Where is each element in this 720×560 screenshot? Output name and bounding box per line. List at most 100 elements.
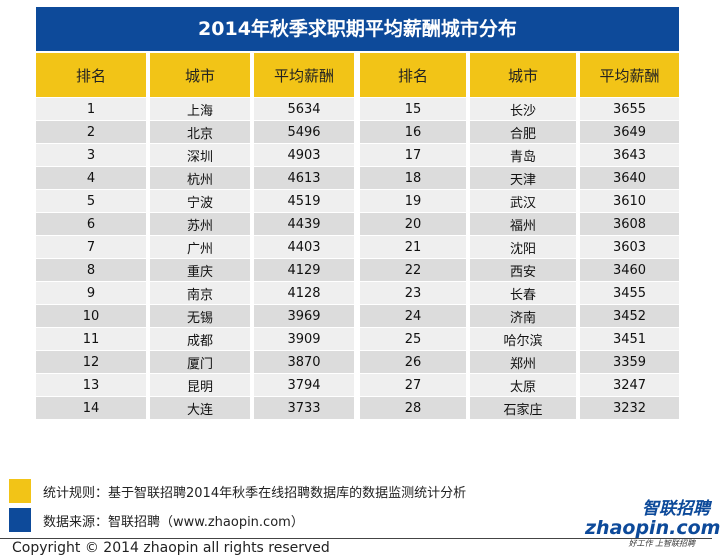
copyright: Copyright © 2014 zhaopin all rights rese… (12, 540, 330, 556)
cell-rank: 4 (36, 166, 150, 189)
cell-salary: 3452 (580, 304, 679, 327)
cell-rank: 24 (360, 304, 470, 327)
cell-city: 长沙 (470, 97, 580, 120)
cell-rank: 9 (36, 281, 150, 304)
cell-rank: 14 (36, 396, 150, 419)
legend-rule-text: 统计规则：基于智联招聘2014年秋季在线招聘数据库的数据监测统计分析 (43, 485, 467, 501)
table-row: 10 无锡 3969 24 济南 3452 (36, 304, 679, 327)
cell-city: 成都 (150, 327, 254, 350)
table-row: 4 杭州 4613 18 天津 3640 (36, 166, 679, 189)
divider (0, 538, 712, 539)
cell-city: 厦门 (150, 350, 254, 373)
table-row: 11 成都 3909 25 哈尔滨 3451 (36, 327, 679, 350)
cell-city: 杭州 (150, 166, 254, 189)
cell-city: 北京 (150, 120, 254, 143)
cell-salary: 3655 (580, 97, 679, 120)
cell-city: 天津 (470, 166, 580, 189)
table-row: 6 苏州 4439 20 福州 3608 (36, 212, 679, 235)
cell-salary: 5634 (254, 97, 360, 120)
cell-rank: 3 (36, 143, 150, 166)
cell-rank: 16 (360, 120, 470, 143)
cell-salary: 3733 (254, 396, 360, 419)
cell-salary: 4903 (254, 143, 360, 166)
cell-salary: 3359 (580, 350, 679, 373)
cell-rank: 22 (360, 258, 470, 281)
cell-rank: 23 (360, 281, 470, 304)
yellow-swatch (9, 479, 31, 503)
table-row: 13 昆明 3794 27 太原 3247 (36, 373, 679, 396)
cell-rank: 12 (36, 350, 150, 373)
cell-city: 广州 (150, 235, 254, 258)
cell-rank: 6 (36, 212, 150, 235)
cell-salary: 3794 (254, 373, 360, 396)
cell-rank: 20 (360, 212, 470, 235)
cell-city: 石家庄 (470, 396, 580, 419)
cell-rank: 21 (360, 235, 470, 258)
cell-salary: 3649 (580, 120, 679, 143)
cell-rank: 15 (360, 97, 470, 120)
cell-city: 福州 (470, 212, 580, 235)
cell-city: 大连 (150, 396, 254, 419)
cell-salary: 3643 (580, 143, 679, 166)
header-rank: 排名 (36, 53, 150, 97)
logo-slogan: 好工作 上智联招聘 (628, 539, 695, 548)
cell-city: 宁波 (150, 189, 254, 212)
cell-city: 重庆 (150, 258, 254, 281)
salary-table: 排名 城市 平均薪酬 排名 城市 平均薪酬 1 上海 5634 15 长沙 3655 2 北京… (36, 53, 679, 419)
cell-salary: 4129 (254, 258, 360, 281)
table-row: 3 深圳 4903 17 青岛 3643 (36, 143, 679, 166)
cell-salary: 4403 (254, 235, 360, 258)
cell-salary: 3969 (254, 304, 360, 327)
cell-city: 青岛 (470, 143, 580, 166)
cell-city: 长春 (470, 281, 580, 304)
legend-rule: 统计规则：基于智联招聘2014年秋季在线招聘数据库的数据监测统计分析 (9, 479, 466, 503)
cell-rank: 25 (360, 327, 470, 350)
cell-salary: 5496 (254, 120, 360, 143)
cell-salary: 3455 (580, 281, 679, 304)
cell-city: 济南 (470, 304, 580, 327)
cell-salary: 3909 (254, 327, 360, 350)
cell-rank: 2 (36, 120, 150, 143)
cell-salary: 3610 (580, 189, 679, 212)
table-row: 5 宁波 4519 19 武汉 3610 (36, 189, 679, 212)
cell-city: 太原 (470, 373, 580, 396)
cell-rank: 11 (36, 327, 150, 350)
table-row: 7 广州 4403 21 沈阳 3603 (36, 235, 679, 258)
cell-city: 苏州 (150, 212, 254, 235)
logo-cn: 智联招聘 (642, 499, 710, 519)
cell-rank: 13 (36, 373, 150, 396)
cell-rank: 28 (360, 396, 470, 419)
cell-salary: 4128 (254, 281, 360, 304)
header-salary: 平均薪酬 (254, 53, 360, 97)
table-row: 2 北京 5496 16 合肥 3649 (36, 120, 679, 143)
cell-salary: 3608 (580, 212, 679, 235)
cell-city: 无锡 (150, 304, 254, 327)
header-city: 城市 (150, 53, 254, 97)
cell-rank: 26 (360, 350, 470, 373)
cell-city: 哈尔滨 (470, 327, 580, 350)
legend-source: 数据来源：智联招聘（www.zhaopin.com） (9, 508, 304, 532)
cell-rank: 1 (36, 97, 150, 120)
cell-rank: 5 (36, 189, 150, 212)
cell-city: 昆明 (150, 373, 254, 396)
table-row: 8 重庆 4129 22 西安 3460 (36, 258, 679, 281)
cell-salary: 3640 (580, 166, 679, 189)
cell-rank: 17 (360, 143, 470, 166)
logo-en: zhaopin.com (585, 517, 720, 539)
cell-rank: 19 (360, 189, 470, 212)
cell-rank: 27 (360, 373, 470, 396)
cell-city: 合肥 (470, 120, 580, 143)
cell-salary: 3603 (580, 235, 679, 258)
cell-rank: 10 (36, 304, 150, 327)
cell-salary: 4519 (254, 189, 360, 212)
cell-city: 沈阳 (470, 235, 580, 258)
cell-salary: 3247 (580, 373, 679, 396)
cell-rank: 7 (36, 235, 150, 258)
zhaopin-logo: 智联招聘 zhaopin.com 好工作 上智联招聘 (585, 499, 720, 549)
cell-salary: 4439 (254, 212, 360, 235)
cell-salary: 3460 (580, 258, 679, 281)
table-row: 14 大连 3733 28 石家庄 3232 (36, 396, 679, 419)
legend-source-text: 数据来源：智联招聘（www.zhaopin.com） (43, 514, 304, 530)
table-row: 1 上海 5634 15 长沙 3655 (36, 97, 679, 120)
cell-salary: 3870 (254, 350, 360, 373)
